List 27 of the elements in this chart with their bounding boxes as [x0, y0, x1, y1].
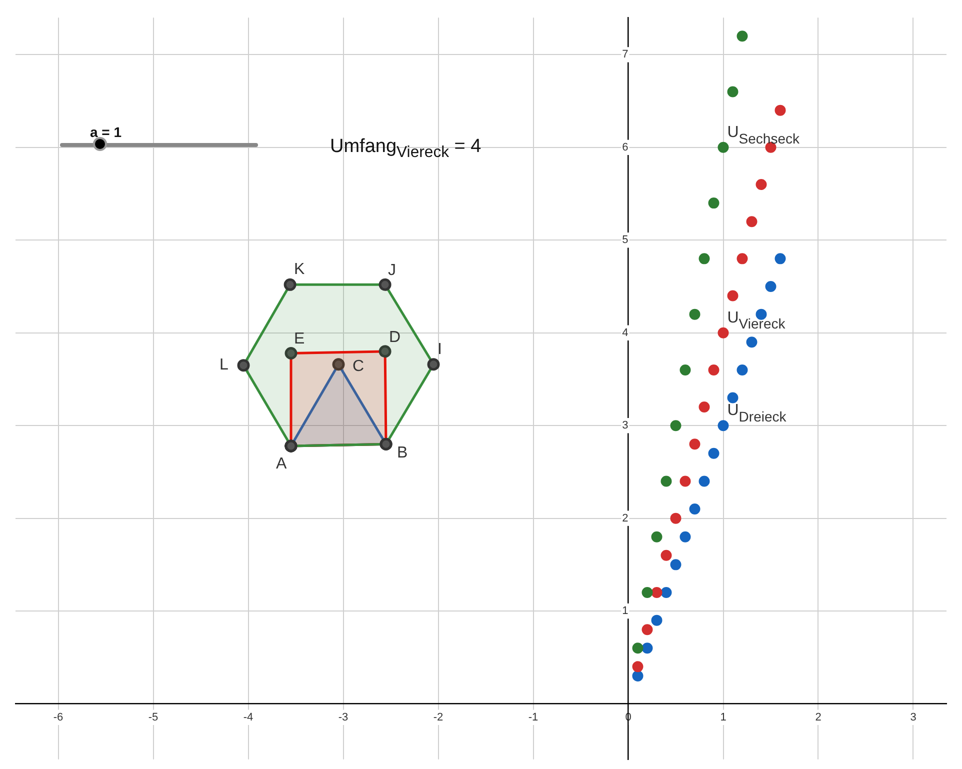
annotation: E [294, 330, 305, 348]
x-tick-label: -1 [528, 711, 538, 724]
y-tick-label: 4 [622, 326, 628, 339]
y-tick-label: 3 [622, 420, 628, 432]
annotation: B [397, 444, 408, 462]
annotation: L [220, 356, 228, 374]
annotation: A [276, 455, 287, 472]
y-tick-label: 2 [622, 512, 628, 524]
annotation: D [389, 328, 401, 346]
y-tick-label: 7 [622, 48, 628, 61]
annotation: J [388, 262, 396, 280]
y-tick-label: 1 [622, 605, 628, 618]
annotation: I [438, 340, 442, 358]
annotation: a = 1 [90, 124, 122, 140]
annotation: K [294, 261, 306, 278]
annotation: Umfang$_{Viereck}$ = 4 [330, 136, 482, 162]
x-tick-label: 1 [720, 711, 726, 724]
x-tick-label: -2 [433, 711, 444, 724]
x-tick-label: -6 [53, 711, 64, 724]
x-tick-label: 2 [815, 711, 822, 724]
x-tick-label: -3 [338, 711, 348, 724]
x-tick-label: 3 [910, 711, 916, 724]
y-tick-label: 5 [622, 234, 628, 246]
y-tick-label: 6 [622, 141, 628, 154]
annotation: C [352, 358, 364, 375]
x-tick-label: -4 [243, 711, 254, 724]
x-tick-label: -5 [148, 711, 158, 724]
